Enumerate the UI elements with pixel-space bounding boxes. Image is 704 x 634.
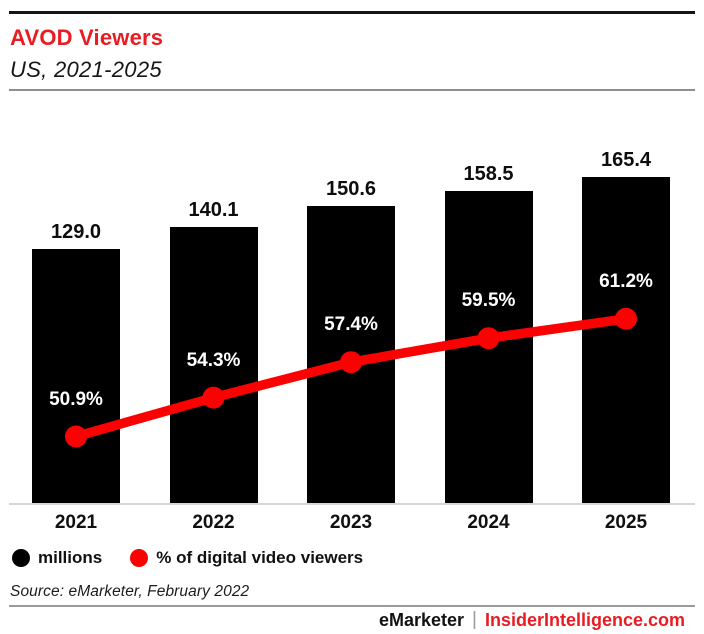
bar xyxy=(307,206,395,503)
bar xyxy=(582,177,670,503)
header-divider xyxy=(9,89,695,91)
x-axis-label: 2025 xyxy=(604,512,648,533)
source-note: Source: eMarketer, February 2022 xyxy=(10,583,250,600)
legend-item-percent: % of digital video viewers xyxy=(130,548,363,568)
line-point-label: 61.2% xyxy=(599,270,653,292)
bar-value-label: 165.4 xyxy=(600,149,652,172)
chart-subtitle: US, 2021-2025 xyxy=(10,57,162,82)
legend-label-percent: % of digital video viewers xyxy=(156,548,364,567)
bar-value-label: 150.6 xyxy=(325,178,377,201)
line-point-label: 57.4% xyxy=(324,314,378,336)
line-point-label: 54.3% xyxy=(186,349,241,371)
brand-site-link[interactable]: InsiderIntelligence.com xyxy=(484,609,685,630)
line-point-label: 59.5% xyxy=(461,290,516,312)
footer-rule xyxy=(9,605,695,607)
bar xyxy=(32,248,120,503)
bar-value-label: 129.0 xyxy=(50,220,102,243)
bar-value-label: 158.5 xyxy=(463,162,514,185)
legend-label-millions: millions xyxy=(38,548,103,567)
legend: millions % of digital video viewers xyxy=(12,548,363,568)
bar-value-label: 140.1 xyxy=(188,199,239,221)
line-point-label: 50.9% xyxy=(49,388,103,410)
legend-item-millions: millions xyxy=(12,548,102,568)
brand-separator: | xyxy=(472,609,477,630)
x-axis-label: 2021 xyxy=(54,512,98,533)
percent-legend-dot-icon xyxy=(130,549,149,567)
top-rule xyxy=(9,11,695,14)
brand-name: eMarketer xyxy=(378,609,464,630)
x-axis-label: 2024 xyxy=(467,512,510,533)
x-axis-label: 2023 xyxy=(329,512,373,533)
footer-brand: eMarketer | InsiderIntelligence.com xyxy=(379,609,685,631)
millions-legend-dot-icon xyxy=(12,549,30,567)
chart-title: AVOD Viewers xyxy=(10,25,164,50)
bar xyxy=(444,190,533,503)
x-axis-line xyxy=(9,503,695,506)
x-axis-label: 2022 xyxy=(192,512,235,533)
